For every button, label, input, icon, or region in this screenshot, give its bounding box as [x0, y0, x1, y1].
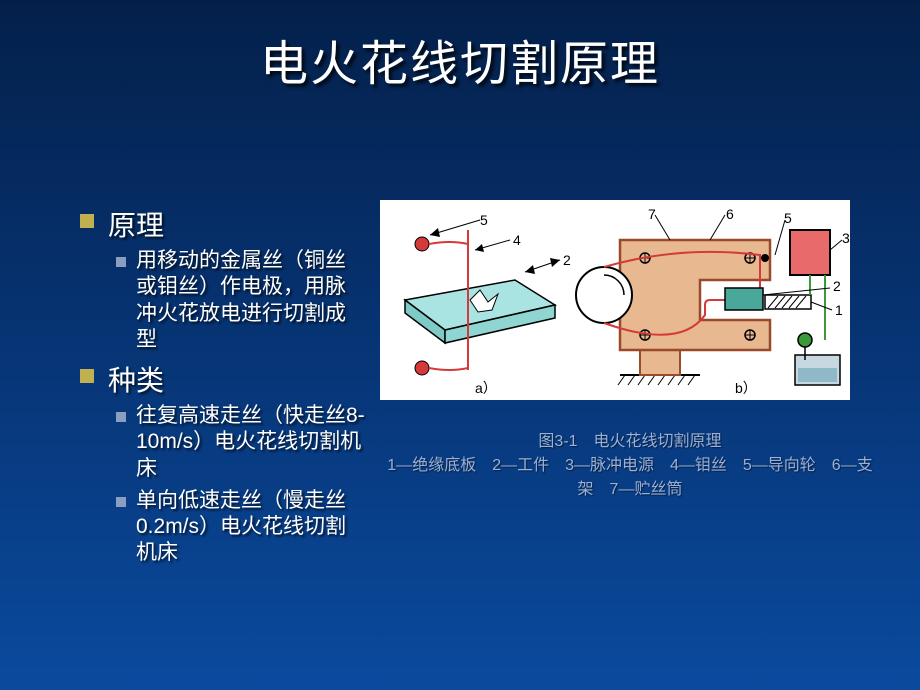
fig-num-2: 2 — [563, 252, 571, 268]
fig-num-5b: 5 — [784, 210, 792, 226]
fig-num-4: 4 — [513, 232, 521, 248]
square-bullet-icon — [116, 412, 126, 422]
fig-num-2b: 2 — [833, 278, 841, 294]
fig-label-b: b） — [735, 378, 757, 398]
figure-caption: 图3-1 电火花线切割原理 1—绝缘底板 2—工件 3—脉冲电源 4—钼丝 5—… — [380, 430, 880, 502]
square-bullet-icon — [80, 214, 94, 228]
sub-bullet: 单向低速走丝（慢走丝0.2m/s）电火花线切割机床 — [116, 488, 380, 567]
fig-num-1: 1 — [835, 302, 843, 318]
fig-num-3: 3 — [842, 230, 850, 246]
sub-bullet-text: 单向低速走丝（慢走丝0.2m/s）电火花线切割机床 — [136, 488, 366, 567]
caption-line: 图3-1 电火花线切割原理 — [380, 430, 880, 454]
fig-num-5: 5 — [480, 212, 488, 228]
sub-bullet: 用移动的金属丝（铜丝或钼丝）作电极，用脉冲火花放电进行切割成型 — [116, 248, 380, 353]
square-bullet-icon — [80, 369, 94, 383]
sub-bullet-text: 往复高速走丝（快走丝8-10m/s）电火花线切割机床 — [136, 403, 366, 482]
caption-line: 1—绝缘底板 2—工件 3—脉冲电源 4—钼丝 5—导向轮 6—支架 7—贮丝筒 — [380, 454, 880, 502]
fig-label-a: a） — [475, 378, 497, 398]
text-column: 原理 用移动的金属丝（铜丝或钼丝）作电极，用脉冲火花放电进行切割成型 种类 — [30, 204, 380, 573]
bullet-principle: 原理 用移动的金属丝（铜丝或钼丝）作电极，用脉冲火花放电进行切割成型 — [80, 204, 380, 353]
edm-diagram-svg — [380, 200, 850, 400]
content-row: 原理 用移动的金属丝（铜丝或钼丝）作电极，用脉冲火花放电进行切割成型 种类 — [30, 204, 890, 573]
fig-num-7: 7 — [648, 206, 656, 222]
figure-column: 5 4 2 a） 7 6 5 3 2 1 b） 图3-1 电火花线切割原理 1—… — [380, 204, 890, 573]
page-title: 电火花线切割原理 — [30, 24, 890, 94]
bullet-label: 种类 — [108, 359, 164, 399]
sub-bullet: 往复高速走丝（快走丝8-10m/s）电火花线切割机床 — [116, 403, 380, 482]
bullet-label: 原理 — [108, 204, 164, 244]
diagram-figure: 5 4 2 a） 7 6 5 3 2 1 b） — [380, 200, 850, 400]
bullet-types: 种类 往复高速走丝（快走丝8-10m/s）电火花线切割机床 单向低速走丝（慢走丝… — [80, 359, 380, 567]
square-bullet-icon — [116, 497, 126, 507]
fig-num-6: 6 — [726, 206, 734, 222]
slide: 电火花线切割原理 原理 用移动的金属丝（铜丝或钼丝）作电极，用脉冲火花放电进行切… — [0, 0, 920, 690]
sub-bullet-text: 用移动的金属丝（铜丝或钼丝）作电极，用脉冲火花放电进行切割成型 — [136, 248, 366, 353]
square-bullet-icon — [116, 257, 126, 267]
